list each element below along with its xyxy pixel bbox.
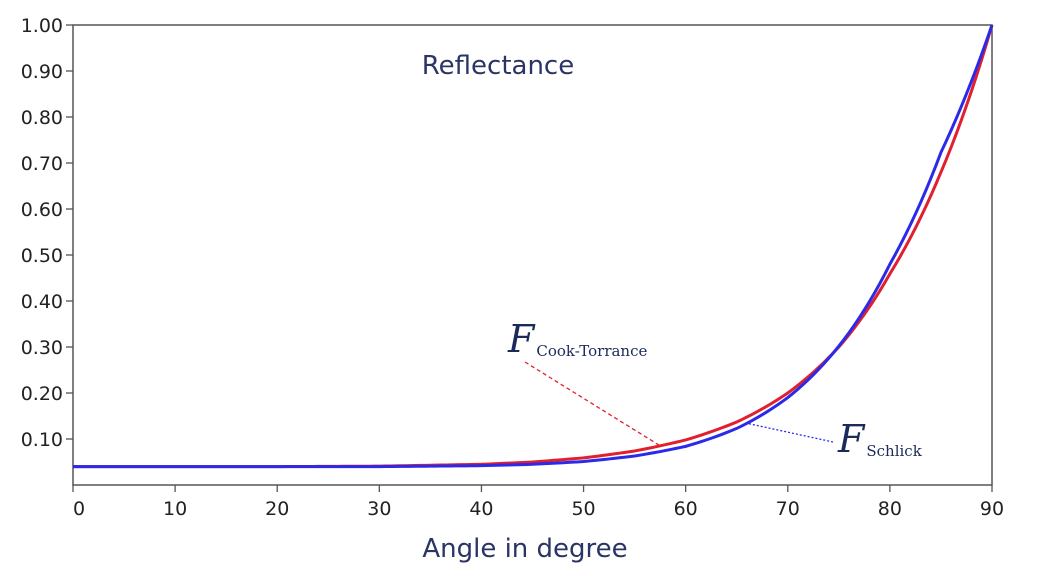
y-tick-label: 0.50 [21,245,63,267]
plot-frame [72,24,993,486]
series-layer [73,24,994,469]
y-tick-label: 0.60 [21,199,63,221]
annotation-schlick: F Schlick [837,417,923,461]
x-tick-label: 0 [73,498,85,520]
series-line-cook-torrance [73,24,994,469]
annotation-leader-cook-torrance [524,361,661,447]
y-tick-label: 1.00 [21,15,63,37]
y-tick-label: 0.30 [21,337,63,359]
y-tick-label: 0.40 [21,291,63,313]
x-tick-label: 30 [367,498,391,520]
y-axis-ticks: 0.10 0.20 0.30 0.40 0.50 0.60 0.70 0.80 0.90 1.00 [21,15,73,451]
x-tick-label: 90 [980,498,1004,520]
annotation-leader-schlick [746,422,834,443]
y-tick-label: 0.90 [21,61,63,83]
x-tick-label: 10 [163,498,187,520]
y-tick-label: 0.80 [21,107,63,129]
x-tick-label: 20 [265,498,289,520]
annotation-layer: F Cook-Torrance F Schlick [507,317,923,461]
x-tick-label: 80 [878,498,902,520]
annotation-schlick-main: F [837,417,866,461]
x-tick-label: 70 [776,498,800,520]
x-axis-ticks: 0 10 20 30 40 50 60 70 80 90 [72,485,1004,520]
x-axis-title: Angle in degree [422,534,627,564]
annotation-cook-torrance-main: F [507,317,536,361]
y-tick-label: 0.10 [21,429,63,451]
annotation-cook-torrance: F Cook-Torrance [507,317,647,361]
x-tick-label: 40 [469,498,493,520]
x-tick-label: 50 [571,498,595,520]
chart-title: Reflectance [422,51,574,81]
y-tick-label: 0.20 [21,383,63,405]
x-tick-label: 60 [674,498,698,520]
y-tick-label: 0.70 [21,153,63,175]
annotation-schlick-sub: Schlick [866,442,922,460]
annotation-cook-torrance-sub: Cook-Torrance [536,342,647,360]
series-line-schlick [73,24,994,469]
